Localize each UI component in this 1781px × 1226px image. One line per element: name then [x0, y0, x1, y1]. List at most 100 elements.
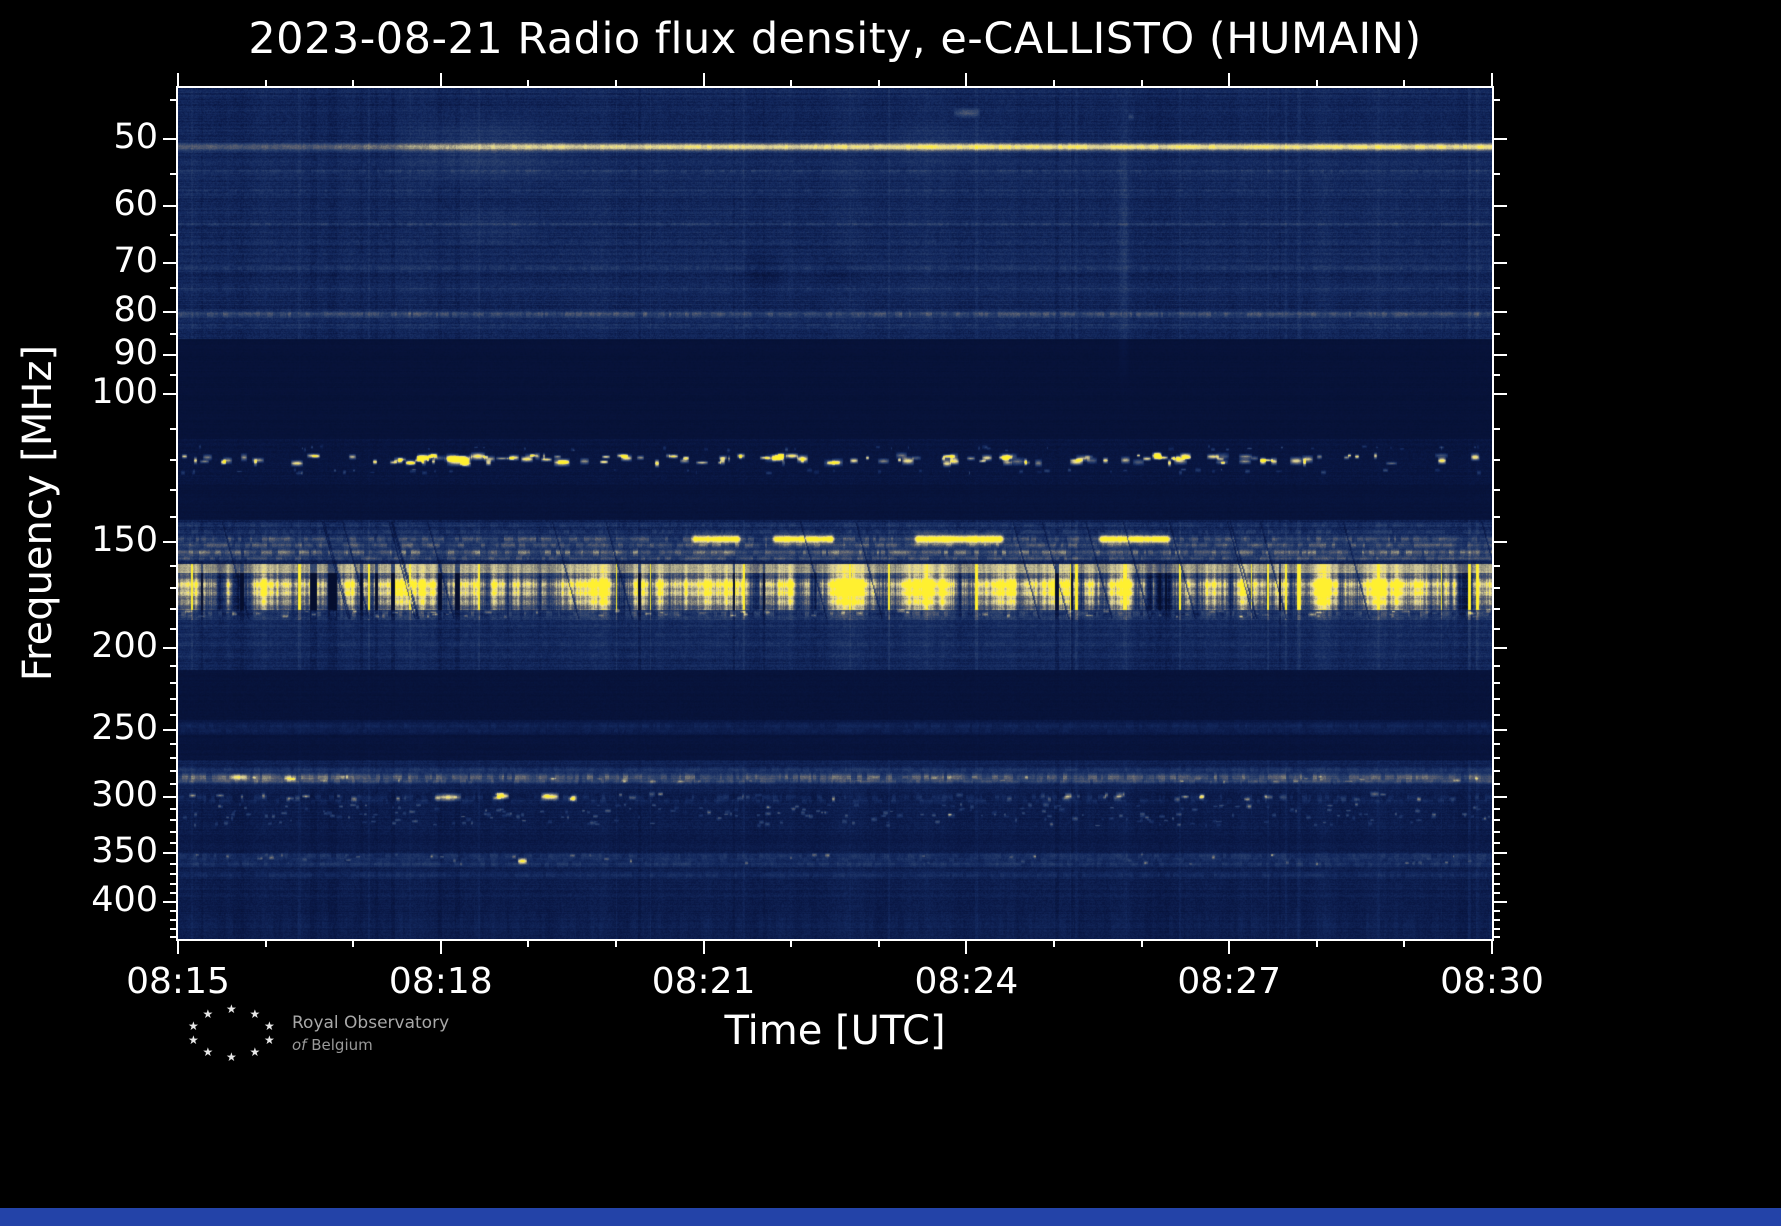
y-minor-tick-right [1492, 427, 1500, 430]
y-minor-tick [170, 427, 178, 430]
y-minor-tick-right [1492, 770, 1500, 773]
y-minor-tick [170, 565, 178, 568]
y-minor-tick-right [1492, 628, 1500, 631]
x-minor-tick [352, 939, 355, 947]
x-minor-tick [790, 939, 793, 947]
y-minor-tick-right [1492, 892, 1500, 895]
rob-logo-line2: of Belgium [292, 1034, 449, 1056]
y-minor-tick-right [1492, 819, 1500, 822]
y-major-tick [163, 392, 178, 395]
y-minor-tick-right [1492, 234, 1500, 237]
x-minor-tick-top [1315, 80, 1318, 88]
x-minor-tick-top [352, 80, 355, 88]
y-minor-tick-right [1492, 681, 1500, 684]
y-minor-tick [170, 919, 178, 922]
star-icon: ★ [249, 1045, 261, 1060]
y-minor-tick-right [1492, 516, 1500, 519]
y-minor-tick [170, 713, 178, 716]
y-minor-tick-right [1492, 99, 1500, 102]
x-minor-tick-top [1140, 80, 1143, 88]
x-minor-tick-top [1403, 80, 1406, 88]
y-minor-tick [170, 927, 178, 930]
x-minor-tick-top [615, 80, 617, 88]
y-minor-tick-right [1492, 459, 1500, 462]
x-minor-tick [264, 939, 267, 947]
y-minor-tick-right [1492, 927, 1500, 930]
x-minor-tick-top [877, 80, 880, 88]
y-tick-label: 100 [91, 371, 158, 412]
y-minor-tick [170, 872, 178, 875]
x-axis-label: Time [UTC] [724, 1008, 946, 1054]
x-minor-tick-top [790, 80, 793, 88]
x-tick-label: 08:27 [1177, 961, 1282, 1002]
y-major-tick [163, 310, 178, 313]
y-major-tick-right [1492, 901, 1507, 904]
y-major-tick [163, 205, 178, 208]
y-minor-tick [170, 234, 178, 237]
y-minor-tick [170, 743, 178, 746]
y-minor-tick [170, 819, 178, 822]
y-minor-tick-right [1492, 286, 1500, 289]
x-major-tick [702, 939, 705, 954]
star-icon: ★ [187, 1033, 199, 1048]
y-minor-tick-right [1492, 565, 1500, 568]
rob-logo: ★ ★ ★ ★ ★ ★ ★ ★ ★ ★ [188, 1002, 288, 1066]
star-icon: ★ [249, 1006, 261, 1021]
x-minor-tick [1315, 939, 1318, 947]
y-minor-tick [170, 830, 178, 833]
rob-logo-line2-of: of [292, 1036, 307, 1054]
y-major-tick [163, 852, 178, 855]
y-minor-tick-right [1492, 936, 1500, 939]
y-minor-tick [170, 698, 178, 701]
y-major-tick-right [1492, 392, 1507, 395]
y-minor-tick-right [1492, 373, 1500, 376]
y-tick-label: 400 [91, 880, 158, 921]
y-major-tick [163, 728, 178, 731]
y-major-tick [163, 901, 178, 904]
x-major-tick-top [439, 73, 442, 88]
y-minor-tick-right [1492, 872, 1500, 875]
y-minor-tick-right [1492, 698, 1500, 701]
x-major-tick [439, 939, 442, 954]
x-tick-label: 08:15 [126, 961, 230, 1002]
star-icon: ★ [226, 1050, 237, 1064]
y-minor-tick [170, 488, 178, 491]
y-tick-label: 200 [91, 625, 158, 666]
star-icon: ★ [264, 1033, 275, 1048]
y-tick-label: 350 [91, 831, 158, 872]
star-icon: ★ [187, 1018, 199, 1033]
x-minor-tick [1403, 939, 1406, 947]
x-tick-label: 08:18 [388, 961, 493, 1002]
y-minor-tick-right [1492, 608, 1500, 611]
y-minor-tick [170, 892, 178, 895]
rob-logo-text: Royal Observatory of Belgium [292, 1012, 449, 1056]
y-minor-tick [170, 173, 178, 176]
x-major-tick-top [177, 73, 179, 88]
y-major-tick-right [1492, 261, 1507, 264]
y-minor-tick-right [1492, 587, 1500, 590]
y-tick-label: 80 [113, 289, 158, 330]
y-major-tick [163, 353, 178, 356]
y-major-tick-right [1492, 728, 1507, 731]
y-minor-tick [170, 459, 178, 462]
y-minor-tick [170, 681, 178, 684]
y-tick-label: 60 [113, 184, 158, 225]
y-minor-tick [170, 807, 178, 810]
x-major-tick [177, 939, 179, 954]
x-minor-tick [877, 939, 880, 947]
x-major-tick [1228, 939, 1231, 954]
x-minor-tick [615, 939, 617, 947]
spectrogram-canvas [178, 88, 1492, 939]
x-minor-tick [1140, 939, 1143, 947]
rob-logo-line2-name: Belgium [311, 1036, 373, 1054]
y-minor-tick-right [1492, 862, 1500, 865]
y-minor-tick [170, 783, 178, 786]
y-major-tick [163, 138, 178, 141]
y-minor-tick [170, 608, 178, 611]
y-major-tick [163, 261, 178, 264]
x-tick-label: 08:21 [651, 961, 756, 1002]
star-icon: ★ [202, 1006, 214, 1021]
y-minor-tick-right [1492, 919, 1500, 922]
y-major-tick [163, 541, 178, 544]
y-major-tick-right [1492, 353, 1507, 356]
